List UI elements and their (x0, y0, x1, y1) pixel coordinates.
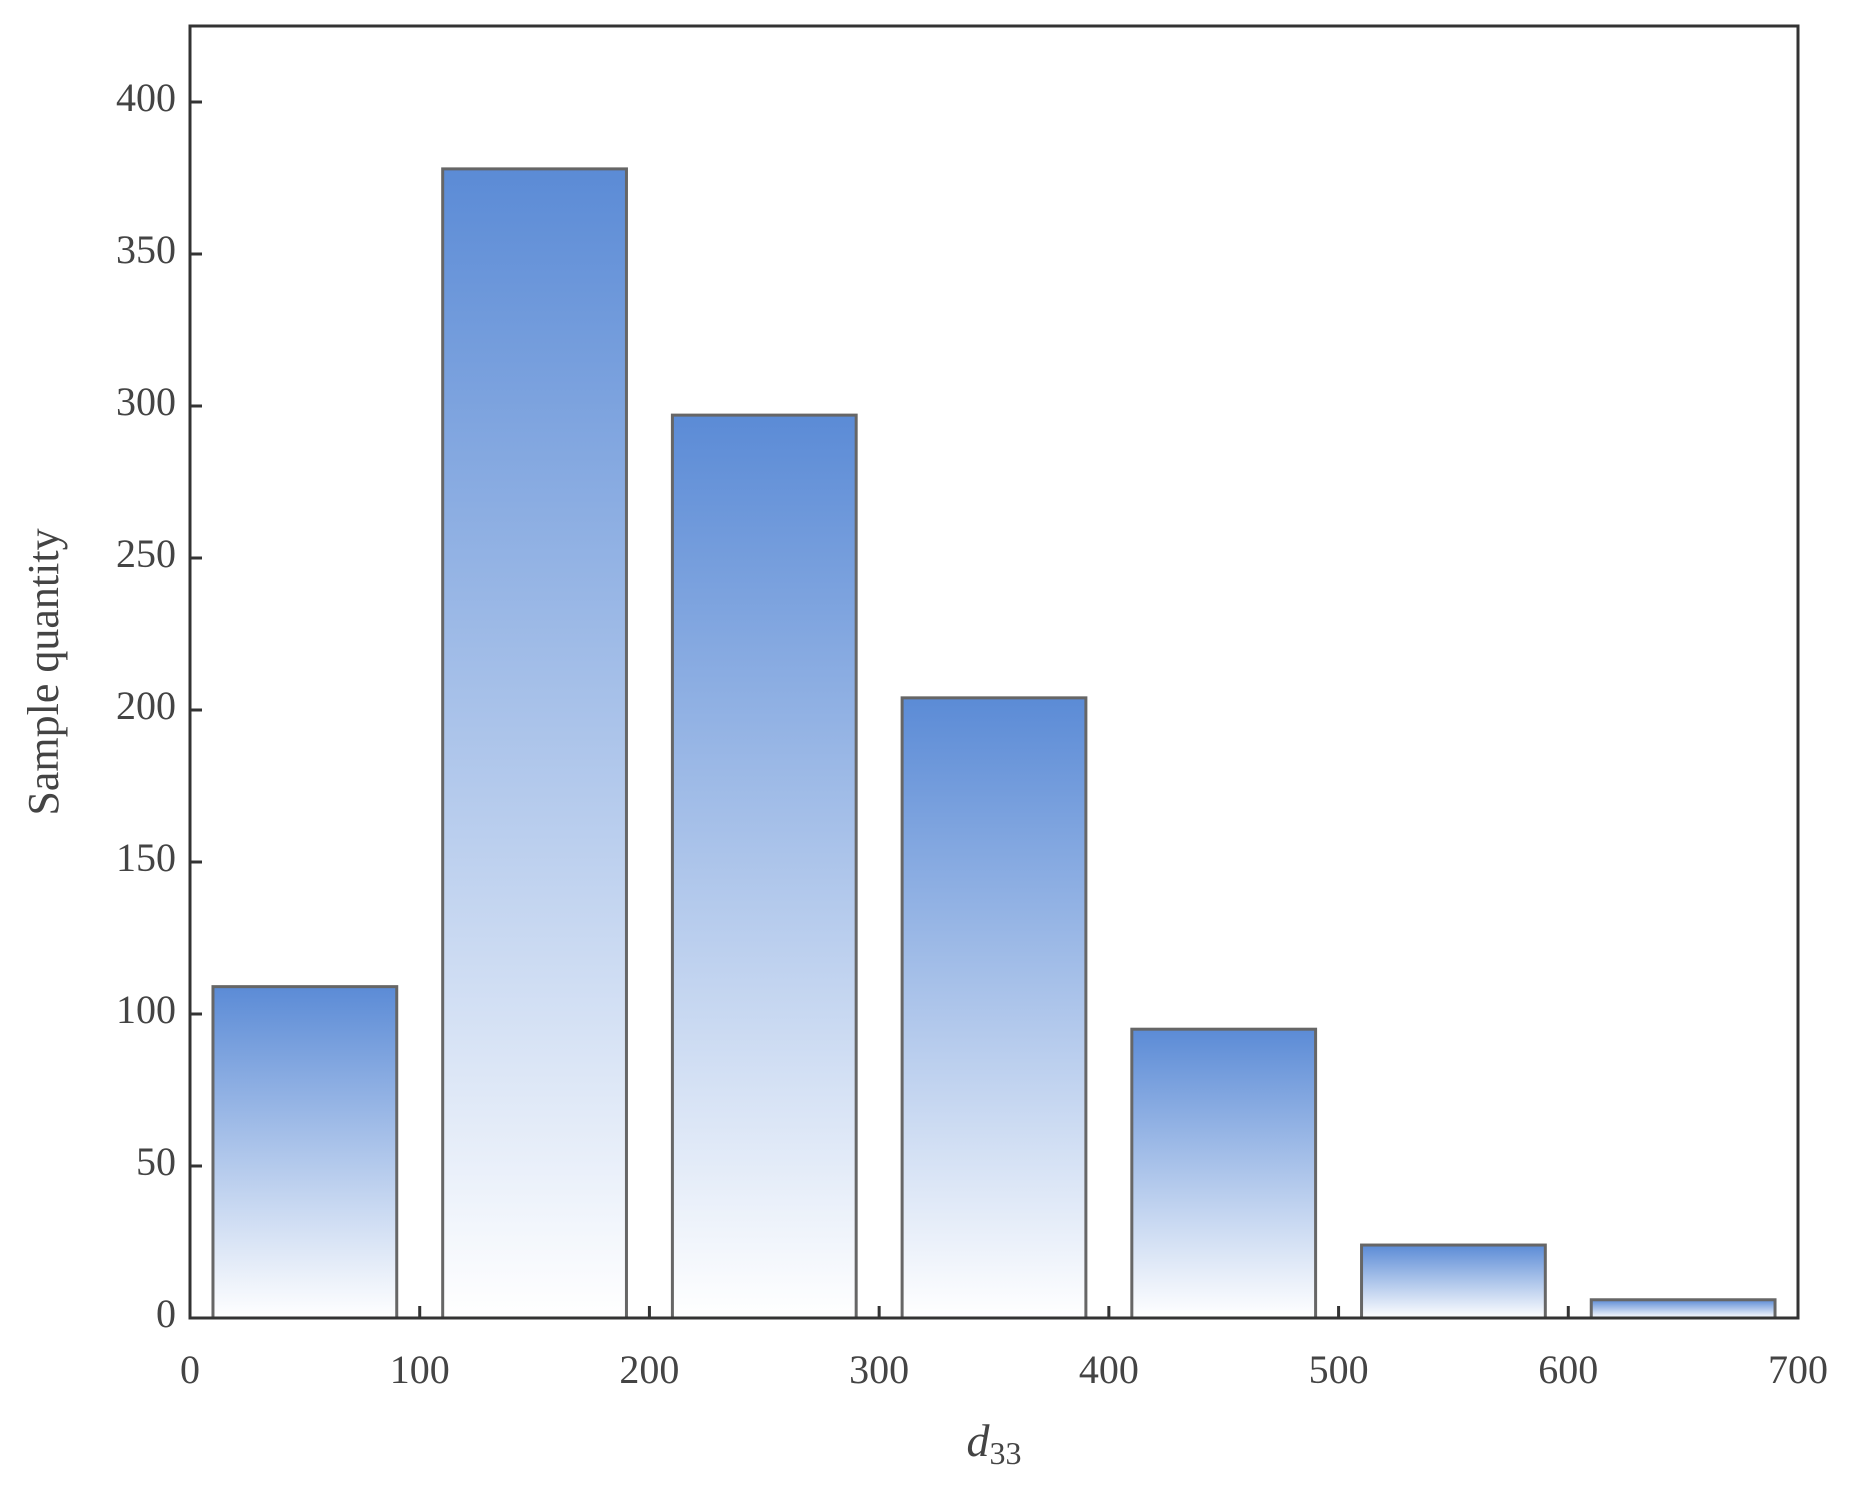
bar (441, 167, 628, 1320)
y-tick-label: 400 (116, 75, 176, 120)
y-tick-label: 300 (116, 379, 176, 424)
x-tick-label: 700 (1768, 1347, 1828, 1392)
bar (900, 696, 1088, 1320)
x-tick-label: 500 (1309, 1347, 1369, 1392)
x-tick-label: 100 (390, 1347, 450, 1392)
x-axis-label-sub: 33 (990, 1435, 1022, 1471)
x-tick-label: 0 (180, 1347, 200, 1392)
y-tick-label: 150 (116, 835, 176, 880)
y-axis-label: Sample quantity (19, 528, 68, 815)
y-tick-label: 100 (116, 987, 176, 1032)
y-tick-label: 200 (116, 683, 176, 728)
x-tick-label: 200 (619, 1347, 679, 1392)
bar (211, 985, 399, 1320)
y-tick-label: 250 (116, 531, 176, 576)
y-tick-label: 0 (156, 1291, 176, 1336)
x-axis-label: d33 (967, 1415, 1022, 1472)
y-tick-label: 50 (136, 1139, 176, 1184)
bar (1589, 1298, 1777, 1320)
x-tick-label: 600 (1538, 1347, 1598, 1392)
x-axis-label-main: d (967, 1415, 991, 1466)
bar (1130, 1027, 1318, 1320)
x-tick-label: 400 (1079, 1347, 1139, 1392)
x-tick-label: 300 (849, 1347, 909, 1392)
bar (1360, 1243, 1547, 1320)
bar (670, 413, 858, 1320)
y-tick-label: 350 (116, 227, 176, 272)
plot-frame (188, 24, 1800, 1320)
